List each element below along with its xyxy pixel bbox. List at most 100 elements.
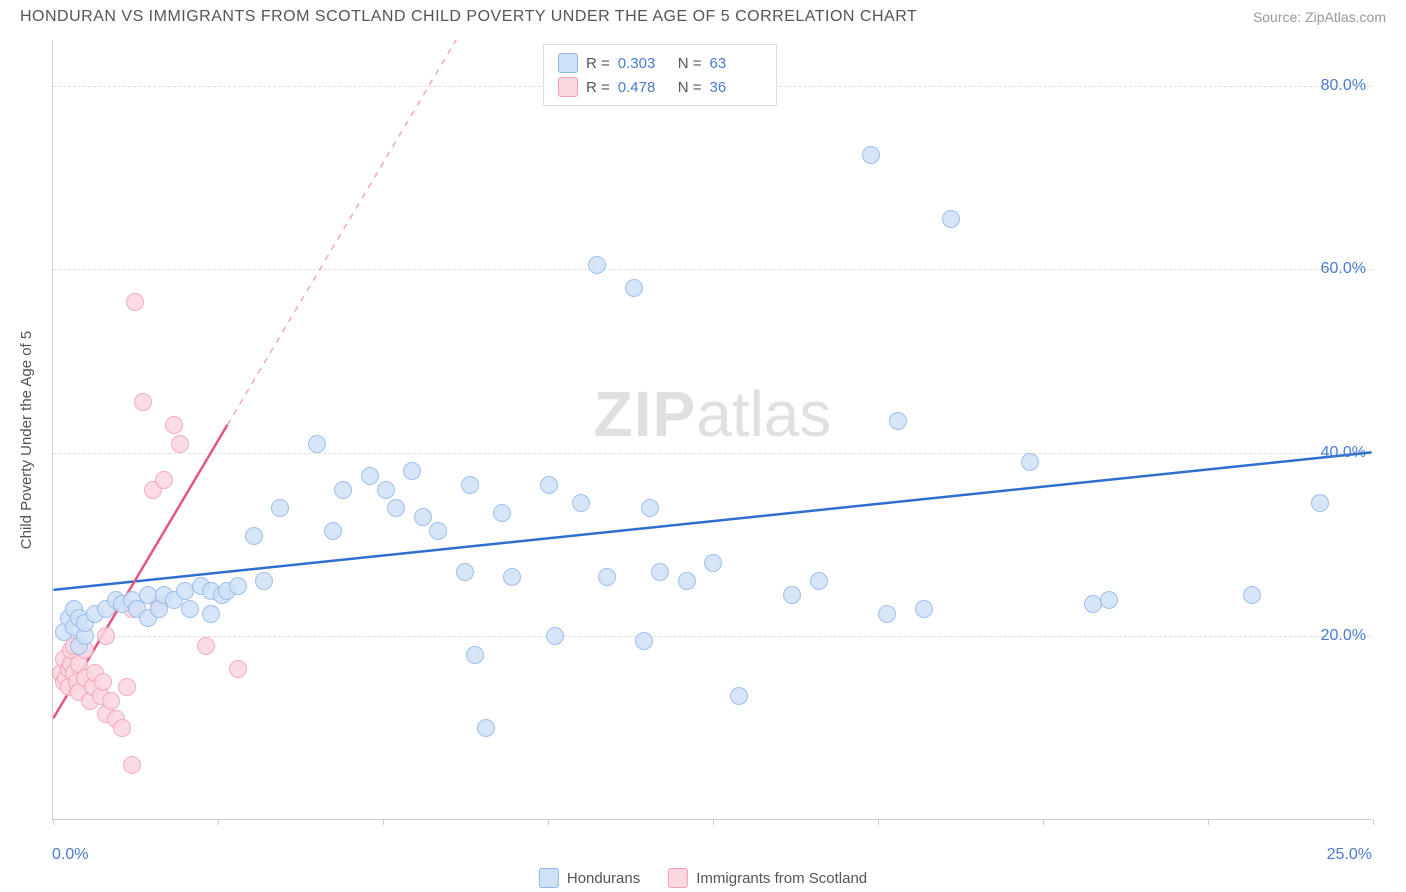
- x-tick: [548, 819, 549, 825]
- data-point: [466, 646, 484, 664]
- data-point: [598, 568, 616, 586]
- data-point: [229, 660, 247, 678]
- chart-plot-area: ZIPatlas R = 0.303 N = 63 R = 0.478 N = …: [52, 40, 1372, 820]
- stat-n-value-1: 36: [710, 79, 762, 96]
- data-point: [308, 435, 326, 453]
- data-point: [134, 393, 152, 411]
- data-point: [429, 522, 447, 540]
- legend-swatch-scotland-b: [668, 868, 688, 888]
- data-point: [915, 600, 933, 618]
- data-point: [113, 719, 131, 737]
- source-attribution: Source: ZipAtlas.com: [1253, 9, 1386, 25]
- data-point: [783, 586, 801, 604]
- data-point: [862, 146, 880, 164]
- data-point: [123, 756, 141, 774]
- x-tick-label-min: 0.0%: [52, 846, 88, 864]
- data-point: [361, 467, 379, 485]
- x-tick: [383, 819, 384, 825]
- data-point: [324, 522, 342, 540]
- x-tick: [878, 819, 879, 825]
- legend-stats-row-0: R = 0.303 N = 63: [558, 51, 762, 75]
- data-point: [588, 256, 606, 274]
- data-point: [540, 476, 558, 494]
- data-point: [202, 605, 220, 623]
- y-axis-title: Child Poverty Under the Age of 5: [18, 331, 35, 549]
- data-point: [810, 572, 828, 590]
- source-name: ZipAtlas.com: [1305, 9, 1386, 25]
- chart-header: HONDURAN VS IMMIGRANTS FROM SCOTLAND CHI…: [0, 0, 1406, 30]
- data-point: [942, 210, 960, 228]
- legend-label-scotland: Immigrants from Scotland: [696, 870, 867, 887]
- source-prefix: Source:: [1253, 9, 1305, 25]
- data-point: [641, 499, 659, 517]
- data-point: [1311, 494, 1329, 512]
- legend-swatch-hondurans: [558, 53, 578, 73]
- watermark: ZIPatlas: [594, 377, 832, 451]
- legend-swatch-hondurans-b: [539, 868, 559, 888]
- legend-label-hondurans: Hondurans: [567, 870, 640, 887]
- x-tick: [1208, 819, 1209, 825]
- data-point: [1243, 586, 1261, 604]
- watermark-atlas: atlas: [696, 378, 831, 450]
- legend-item-hondurans: Hondurans: [539, 868, 640, 888]
- gridline: [53, 269, 1372, 270]
- trend-lines: [53, 40, 1372, 819]
- data-point: [546, 627, 564, 645]
- data-point: [197, 637, 215, 655]
- data-point: [678, 572, 696, 590]
- chart-title: HONDURAN VS IMMIGRANTS FROM SCOTLAND CHI…: [20, 8, 917, 26]
- data-point: [704, 554, 722, 572]
- data-point: [456, 563, 474, 581]
- data-point: [625, 279, 643, 297]
- stat-r-value-1: 0.478: [618, 79, 670, 96]
- y-tick-label: 20.0%: [1321, 627, 1366, 645]
- data-point: [102, 692, 120, 710]
- data-point: [271, 499, 289, 517]
- stat-r-label: R =: [586, 55, 610, 72]
- y-tick-label: 60.0%: [1321, 260, 1366, 278]
- data-point: [171, 435, 189, 453]
- data-point: [635, 632, 653, 650]
- data-point: [477, 719, 495, 737]
- x-tick: [1373, 819, 1374, 825]
- data-point: [181, 600, 199, 618]
- legend-stats-row-1: R = 0.478 N = 36: [558, 75, 762, 99]
- stat-n-value-0: 63: [710, 55, 762, 72]
- legend-bottom: Hondurans Immigrants from Scotland: [539, 868, 867, 888]
- stat-r-label: R =: [586, 79, 610, 96]
- data-point: [1100, 591, 1118, 609]
- data-point: [245, 527, 263, 545]
- data-point: [94, 673, 112, 691]
- legend-stats-box: R = 0.303 N = 63 R = 0.478 N = 36: [543, 44, 777, 106]
- data-point: [118, 678, 136, 696]
- data-point: [377, 481, 395, 499]
- y-tick-label: 40.0%: [1321, 444, 1366, 462]
- data-point: [414, 508, 432, 526]
- y-tick-label: 80.0%: [1321, 77, 1366, 95]
- data-point: [229, 577, 247, 595]
- x-tick: [713, 819, 714, 825]
- data-point: [461, 476, 479, 494]
- legend-item-scotland: Immigrants from Scotland: [668, 868, 867, 888]
- x-tick: [218, 819, 219, 825]
- data-point: [651, 563, 669, 581]
- data-point: [730, 687, 748, 705]
- data-point: [503, 568, 521, 586]
- data-point: [1021, 453, 1039, 471]
- stat-n-label: N =: [678, 79, 702, 96]
- x-tick-label-max: 25.0%: [1327, 846, 1372, 864]
- data-point: [493, 504, 511, 522]
- gridline: [53, 636, 1372, 637]
- x-tick: [53, 819, 54, 825]
- data-point: [155, 471, 173, 489]
- gridline: [53, 453, 1372, 454]
- stat-r-value-0: 0.303: [618, 55, 670, 72]
- data-point: [387, 499, 405, 517]
- data-point: [97, 627, 115, 645]
- watermark-zip: ZIP: [594, 378, 697, 450]
- data-point: [889, 412, 907, 430]
- stat-n-label: N =: [678, 55, 702, 72]
- x-tick: [1043, 819, 1044, 825]
- data-point: [165, 416, 183, 434]
- data-point: [403, 462, 421, 480]
